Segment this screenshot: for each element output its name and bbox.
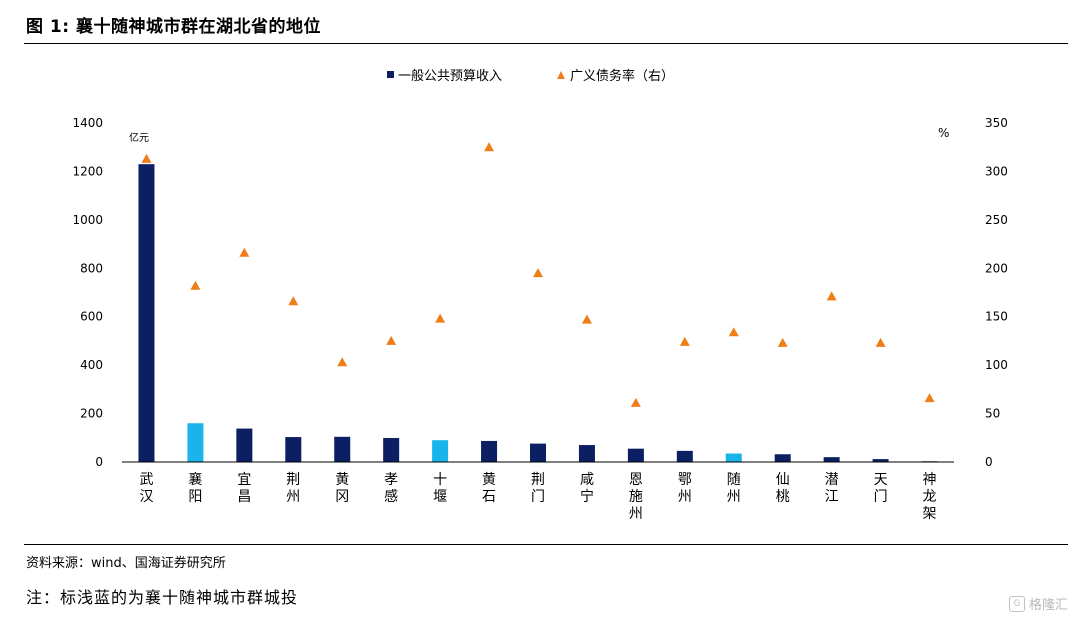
y-right-tick-label: 150 <box>985 310 1008 324</box>
x-tick-label: 荆州 <box>286 472 300 505</box>
x-tick-label: 黄冈 <box>335 471 349 505</box>
bar <box>530 443 546 462</box>
x-tick-label: 孝感 <box>384 472 398 505</box>
debt-ratio-marker <box>581 314 592 324</box>
legend-bar-label: 一般公共预算收入 <box>398 68 502 84</box>
x-tick-label: 天门 <box>874 472 888 505</box>
bar <box>285 437 302 462</box>
debt-ratio-marker <box>239 247 250 257</box>
bar <box>872 459 889 462</box>
debt-ratio-marker <box>875 337 886 347</box>
x-tick-label: 十堰 <box>433 472 447 505</box>
debt-ratio-marker <box>630 397 641 407</box>
debt-ratio-marker <box>386 335 397 345</box>
bar <box>334 436 351 462</box>
legend-marker-label: 广义债务率（右） <box>570 68 674 84</box>
bar <box>774 454 791 462</box>
note-text: 注：标浅蓝的为襄十随神城市群城投 <box>26 588 299 607</box>
y-left-tick-label: 1200 <box>72 164 103 178</box>
y-left-tick-label: 200 <box>80 407 103 421</box>
bar <box>138 164 155 462</box>
y-left-tick-label: 600 <box>80 310 103 324</box>
y-left-unit: 亿元 <box>129 131 149 144</box>
debt-ratio-marker <box>728 327 739 337</box>
chart: 一般公共预算收入 广义债务率（右）020040060080010001200140… <box>72 68 1008 522</box>
debt-ratio-marker <box>924 393 935 403</box>
y-right-unit: % <box>938 126 949 140</box>
bar <box>823 457 840 462</box>
debt-ratio-marker <box>777 337 788 347</box>
debt-ratio-marker <box>533 268 543 278</box>
bar <box>627 448 644 462</box>
y-left-tick-label: 800 <box>80 261 103 275</box>
bar <box>187 423 204 462</box>
x-tick-label: 潜江 <box>825 472 839 505</box>
x-tick-label: 仙桃 <box>776 472 790 505</box>
bar <box>481 440 498 462</box>
debt-ratio-marker <box>679 336 690 346</box>
bar <box>676 450 693 462</box>
x-tick-label: 恩施州 <box>629 472 643 522</box>
watermark-text: 格隆汇 <box>1028 598 1068 613</box>
bar <box>725 453 742 462</box>
debt-ratio-marker <box>288 296 299 306</box>
y-right-tick-label: 250 <box>985 213 1008 227</box>
y-right-tick-label: 300 <box>985 164 1008 178</box>
x-tick-label: 咸宁 <box>580 472 594 505</box>
bottom-rule <box>24 544 1068 545</box>
debt-ratio-marker <box>190 280 201 290</box>
top-rule <box>24 43 1068 44</box>
legend-bar-swatch <box>387 71 394 78</box>
debt-ratio-marker <box>141 153 152 163</box>
y-right-tick-label: 100 <box>985 358 1008 372</box>
y-left-tick-label: 0 <box>95 455 103 469</box>
x-tick-label: 襄阳 <box>188 472 202 505</box>
debt-ratio-marker <box>337 357 348 367</box>
y-right-tick-label: 350 <box>985 116 1008 130</box>
y-left-tick-label: 1000 <box>72 213 103 227</box>
y-right-tick-label: 50 <box>985 407 1000 421</box>
watermark: G 格隆汇 <box>1008 594 1068 613</box>
x-tick-label: 武汉 <box>139 472 153 505</box>
y-right-tick-label: 200 <box>985 261 1008 275</box>
y-left-tick-label: 1400 <box>72 116 103 130</box>
x-tick-label: 荆门 <box>531 472 545 505</box>
debt-ratio-marker <box>826 291 837 301</box>
y-left-tick-label: 400 <box>80 358 103 372</box>
debt-ratio-marker <box>484 142 495 152</box>
debt-ratio-marker <box>435 313 446 323</box>
x-tick-label: 神龙架 <box>923 472 937 522</box>
x-tick-label: 鄂州 <box>678 472 692 505</box>
bar <box>578 445 595 462</box>
bar <box>383 438 400 462</box>
logo-icon: G <box>1008 595 1025 612</box>
x-tick-label: 随州 <box>727 472 741 505</box>
legend-marker-swatch <box>557 71 565 79</box>
bar <box>236 428 253 462</box>
x-tick-label: 宜昌 <box>237 472 251 505</box>
figure-title: 图 1: 襄十随神城市群在湖北省的地位 <box>26 17 321 37</box>
x-tick-label: 黄石 <box>482 471 496 505</box>
bar <box>432 440 449 462</box>
source-text: 资料来源：wind、国海证券研究所 <box>26 556 226 571</box>
y-right-tick-label: 0 <box>985 455 993 469</box>
